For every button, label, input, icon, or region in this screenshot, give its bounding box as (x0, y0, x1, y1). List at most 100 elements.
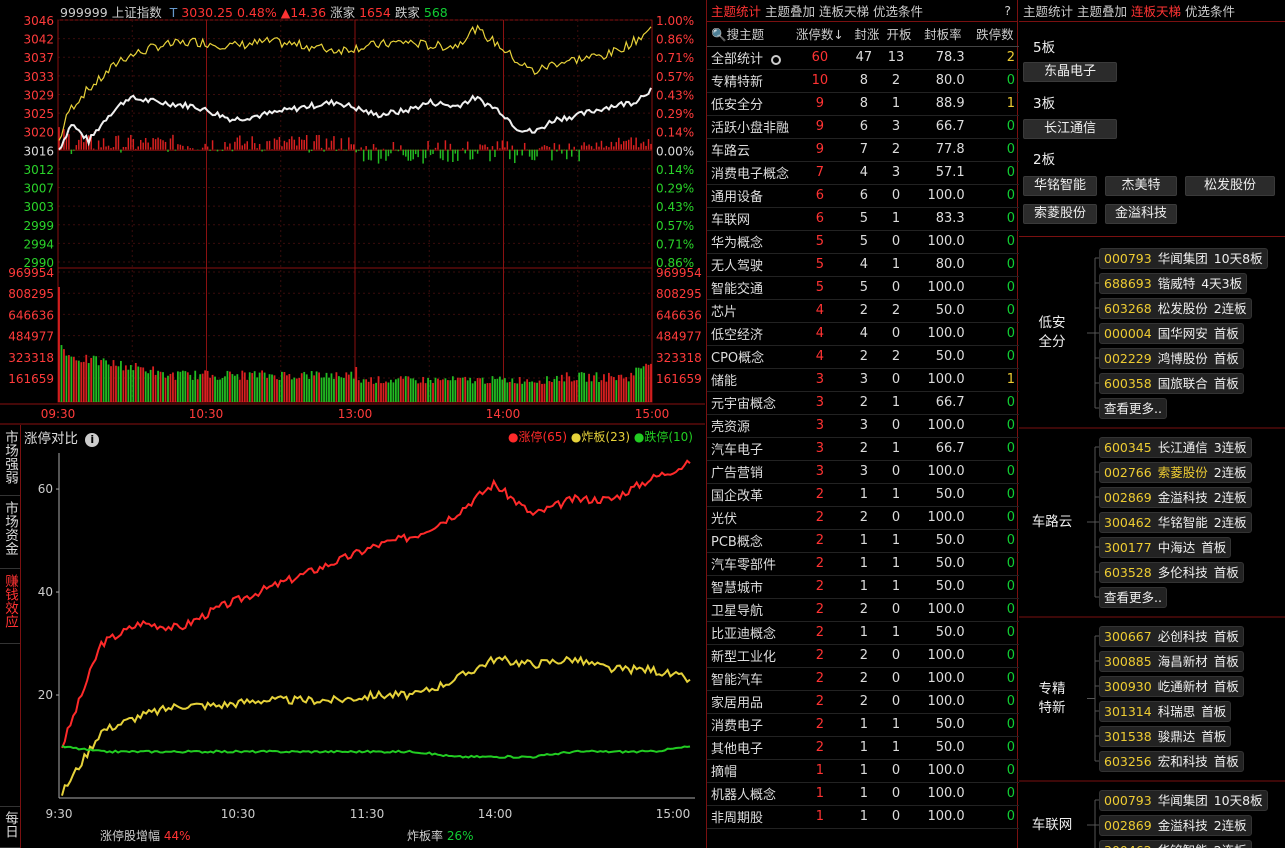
ladder-item[interactable]: 000793 华闻集团 10天8板 (1099, 248, 1268, 269)
tab-theme-overlay[interactable]: 主题叠加 (765, 4, 816, 19)
theme-row[interactable]: 低空经济 4 4 0 100.0 0 (707, 322, 1019, 346)
legend-limit-down[interactable]: ●跌停(10) (633, 430, 693, 444)
search-theme[interactable]: 🔍搜主题 (707, 22, 790, 47)
ladder-item[interactable]: 688693 锴威特 4天3板 (1099, 273, 1248, 294)
theme-row[interactable]: 摘帽 1 1 0 100.0 0 (707, 759, 1019, 783)
ladder-item[interactable]: 000004 国华网安 首板 (1099, 323, 1244, 344)
compare-chart[interactable]: 20 40 60 9:30 10:30 11:30 14:00 15:00 (21, 445, 705, 825)
ladder-stock[interactable]: 金溢科技 (1105, 204, 1177, 224)
theme-row[interactable]: 元宇宙概念 3 2 1 66.7 0 (707, 391, 1019, 415)
theme-row[interactable]: 车联网 6 5 1 83.3 0 (707, 207, 1019, 231)
tab-profit-effect[interactable]: 赚钱效应 (0, 570, 20, 644)
theme-row[interactable]: 通用设备 6 6 0 100.0 0 (707, 184, 1019, 208)
compare-title: 涨停对比 i (24, 427, 100, 447)
ladder-item[interactable]: 301538 骏鼎达 首板 (1099, 726, 1232, 747)
legend-broken[interactable]: ●炸板(23) (570, 430, 631, 444)
ladder-item[interactable]: 002766 索菱股份 2连板 (1099, 462, 1252, 483)
theme-row[interactable]: 国企改革 2 1 1 50.0 0 (707, 483, 1019, 507)
theme-row[interactable]: 新型工业化 2 2 0 100.0 0 (707, 644, 1019, 668)
ladder-item[interactable]: 603528 多伦科技 首板 (1099, 562, 1244, 583)
theme-row[interactable]: 储能 3 3 0 100.0 1 (707, 368, 1019, 392)
ladder-item[interactable]: 603256 宏和科技 首板 (1099, 751, 1244, 772)
theme-row[interactable]: 壳资源 3 3 0 100.0 0 (707, 414, 1019, 438)
theme-row[interactable]: 消费电子概念 7 4 3 57.1 0 (707, 161, 1019, 185)
theme-row[interactable]: 比亚迪概念 2 1 1 50.0 0 (707, 621, 1019, 645)
tab-preferred[interactable]: 优选条件 (873, 4, 924, 19)
volume-tick: 808295 (8, 287, 54, 301)
ladder-item[interactable]: 300930 屹通新材 首板 (1099, 676, 1244, 697)
theme-row[interactable]: CPO概念 4 2 2 50.0 0 (707, 345, 1019, 369)
theme-row[interactable]: 汽车零部件 2 1 1 50.0 0 (707, 552, 1019, 576)
col-opened[interactable]: 开板 (882, 22, 916, 47)
theme-row[interactable]: 非周期股 1 1 0 100.0 0 (707, 805, 1019, 829)
ladder-item[interactable]: 300462 华铭智能 2连板 (1099, 512, 1252, 533)
theme-row[interactable]: 智能汽车 2 2 0 100.0 0 (707, 667, 1019, 691)
theme-row[interactable]: 消费电子 2 1 1 50.0 0 (707, 713, 1019, 737)
group-name[interactable]: 专精 特新 (1038, 680, 1066, 716)
ladder-stock[interactable]: 东晶电子 (1023, 62, 1117, 82)
tab-theme-stats[interactable]: 主题统计 (711, 4, 762, 19)
refresh-icon[interactable] (771, 54, 782, 65)
ladder-item[interactable]: 300462 华铭智能 2连板 (1099, 840, 1252, 848)
ladder-item[interactable]: 002229 鸿博股份 首板 (1099, 348, 1244, 369)
col-seal-rate[interactable]: 封板率 (915, 22, 971, 47)
ladder-item[interactable]: 600358 国旅联合 首板 (1099, 373, 1244, 394)
view-more-button[interactable]: 查看更多.. (1099, 398, 1167, 419)
ladder-item[interactable]: 300885 海昌新材 首板 (1099, 651, 1244, 672)
col-sealed[interactable]: 封涨 (850, 22, 883, 47)
rtab-theme-overlay[interactable]: 主题叠加 (1077, 4, 1128, 19)
theme-row[interactable]: 智慧城市 2 1 1 50.0 0 (707, 575, 1019, 599)
ladder-stock[interactable]: 华铭智能 (1023, 176, 1097, 196)
theme-row[interactable]: 芯片 4 2 2 50.0 0 (707, 299, 1019, 323)
theme-row[interactable]: 家居用品 2 2 0 100.0 0 (707, 690, 1019, 714)
theme-row[interactable]: 机器人概念 1 1 0 100.0 0 (707, 782, 1019, 806)
theme-row[interactable]: PCB概念 2 1 1 50.0 0 (707, 529, 1019, 553)
theme-row[interactable]: 卫星导航 2 2 0 100.0 0 (707, 598, 1019, 622)
rtab-preferred[interactable]: 优选条件 (1185, 4, 1236, 19)
tab-daily[interactable]: 每日 (0, 806, 20, 848)
theme-row[interactable]: 低安全分 9 8 1 88.9 1 (707, 92, 1019, 116)
help-button[interactable]: ? (1004, 3, 1011, 18)
price-axis-left: 3046 3042 3037 3033 3029 3025 3020 3016 3012 3007… (23, 14, 54, 270)
ladder-item[interactable]: 300667 必创科技 首板 (1099, 626, 1244, 647)
ladder-item[interactable]: 002869 金溢科技 2连板 (1099, 487, 1252, 508)
ladder-stock[interactable]: 索菱股份 (1023, 204, 1097, 224)
ladder-item[interactable]: 603268 松发股份 2连板 (1099, 298, 1252, 319)
rtab-limit-ladder[interactable]: 连板天梯 (1131, 4, 1182, 19)
ladder-stock[interactable]: 长江通信 (1023, 119, 1117, 139)
theme-row[interactable]: 智能交通 5 5 0 100.0 0 (707, 276, 1019, 300)
theme-row[interactable]: 其他电子 2 1 1 50.0 0 (707, 736, 1019, 760)
group-name[interactable]: 车联网 (1031, 816, 1073, 833)
theme-row[interactable]: 广告营销 3 3 0 100.0 0 (707, 460, 1019, 484)
ladder-item[interactable]: 301314 科瑞思 首板 (1099, 701, 1232, 722)
rtab-theme-stats[interactable]: 主题统计 (1023, 4, 1074, 19)
intraday-chart[interactable]: 3046 3042 3037 3033 3029 3025 3020 3016 3012 3007… (0, 0, 705, 425)
col-limit-down[interactable]: 跌停数 (970, 22, 1019, 47)
col-limit-up[interactable]: 涨停数↓ (789, 22, 851, 47)
theme-name: 通用设备 (707, 184, 790, 208)
theme-row[interactable]: 专精特新 10 8 2 80.0 0 (707, 69, 1019, 93)
pct-tick: 0.43% (656, 88, 694, 102)
group-name[interactable]: 低安 全分 (1038, 315, 1066, 350)
theme-row[interactable]: 华为概念 5 5 0 100.0 0 (707, 230, 1019, 254)
ladder-stock[interactable]: 松发股份 (1185, 176, 1275, 196)
tab-limit-ladder[interactable]: 连板天梯 (819, 4, 870, 19)
theme-row[interactable]: 车路云 9 7 2 77.8 0 (707, 138, 1019, 162)
tab-market-strength[interactable]: 市场强弱 (0, 426, 20, 496)
ladder-item[interactable]: 002869 金溢科技 2连板 (1099, 815, 1252, 836)
theme-row[interactable]: 全部统计 60 47 13 78.3 2 (707, 46, 1019, 70)
theme-row[interactable]: 光伏 2 2 0 100.0 0 (707, 506, 1019, 530)
ladder-item[interactable]: 000793 华闻集团 10天8板 (1099, 790, 1268, 811)
opened-count: 0 (882, 414, 916, 438)
theme-row[interactable]: 活跃小盘非融 9 6 3 66.7 0 (707, 115, 1019, 139)
tab-market-funds[interactable]: 市场资金 (0, 497, 20, 569)
view-more-button[interactable]: 查看更多.. (1099, 587, 1167, 608)
ladder-stock[interactable]: 杰美特 (1105, 176, 1177, 196)
theme-row[interactable]: 无人驾驶 5 4 1 80.0 0 (707, 253, 1019, 277)
group-name[interactable]: 车路云 (1031, 513, 1073, 530)
theme-row[interactable]: 汽车电子 3 2 1 66.7 0 (707, 437, 1019, 461)
ladder-item[interactable]: 600345 长江通信 3连板 (1099, 437, 1252, 458)
legend-limit-up[interactable]: ●涨停(65) (507, 430, 568, 444)
ladder-item[interactable]: 300177 中海达 首板 (1099, 537, 1232, 558)
info-icon[interactable]: i (85, 433, 100, 447)
